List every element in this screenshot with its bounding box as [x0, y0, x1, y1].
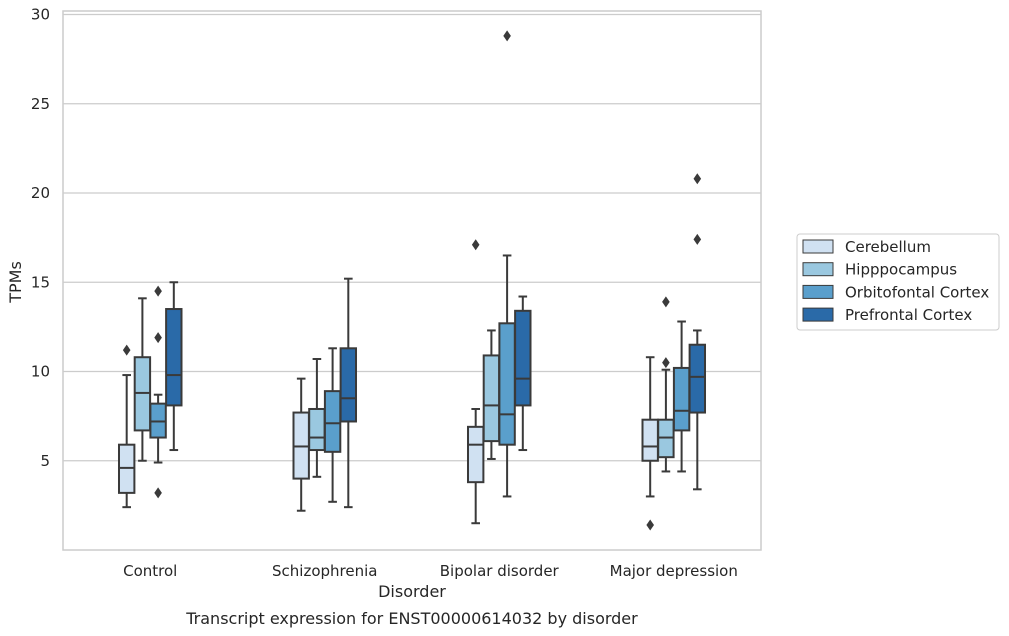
y-tick-label: 10 [31, 363, 50, 381]
x-tick-label: Major depression [610, 562, 738, 580]
box-body [641, 418, 659, 462]
outlier-point [662, 357, 670, 369]
legend-frame [796, 233, 1000, 331]
outlier-point [471, 239, 480, 251]
x-tick-labels: Control Schizophrenia Bipolar disorder Majo… [123, 562, 738, 580]
legend-label: Prefrontal Cortex [845, 306, 972, 324]
y-tick-label: 5 [40, 452, 50, 470]
box-0-3 [641, 356, 659, 531]
box-body [165, 308, 183, 407]
legend-swatch [802, 307, 834, 322]
box-body [482, 354, 501, 443]
legend-swatch [802, 239, 834, 254]
box-2-1 [323, 347, 342, 503]
outlier-point [646, 519, 654, 531]
outlier-point [693, 173, 702, 185]
box-0-2 [466, 239, 485, 525]
legend: Cerebellum Hipppocampus Orbitofontal Corte… [796, 233, 1000, 331]
box-3-1 [339, 277, 358, 509]
box-body [498, 322, 516, 446]
legend-swatch [802, 262, 834, 277]
box-body [339, 347, 358, 423]
legend-swatch [802, 284, 834, 299]
y-tick-label: 20 [31, 184, 50, 202]
y-axis-label: TPMs [6, 261, 25, 304]
outlier-point [154, 285, 162, 297]
x-tick-label: Control [123, 562, 177, 580]
boxes-layer [117, 30, 707, 531]
outlier-point [154, 487, 162, 499]
box-2-0 [149, 285, 167, 499]
chart-caption: Transcript expression for ENST0000061403… [185, 609, 638, 628]
box-1-0 [133, 297, 152, 462]
outlier-point [122, 344, 131, 356]
box-2-2 [498, 30, 516, 498]
box-1-1 [308, 358, 326, 478]
x-tick-label: Bipolar disorder [440, 562, 560, 580]
box-1-2 [482, 329, 501, 460]
x-axis-label: Disorder [378, 582, 446, 601]
box-body [672, 366, 691, 432]
box-0-1 [292, 377, 310, 512]
box-2-3 [672, 320, 691, 473]
box-3-3 [688, 173, 707, 491]
box-body [514, 309, 532, 407]
outlier-point [154, 332, 162, 344]
legend-label: Orbitofontal Cortex [845, 283, 989, 301]
box-body [308, 407, 326, 452]
y-tick-labels: 5 10 15 20 25 30 [31, 6, 50, 470]
box-0-0 [117, 344, 136, 509]
y-tick-label: 25 [31, 95, 50, 113]
outlier-point [693, 233, 702, 245]
box-1-3 [657, 296, 675, 473]
x-tick-label: Schizophrenia [272, 562, 377, 580]
box-3-0 [165, 281, 183, 452]
plot-area-frame [62, 10, 762, 551]
y-tick-label: 30 [31, 6, 50, 24]
box-body [466, 425, 485, 484]
outlier-point [503, 30, 511, 42]
legend-label: Hipppocampus [845, 261, 957, 279]
box-3-2 [514, 295, 532, 452]
y-tick-label: 15 [31, 273, 50, 291]
legend-label: Cerebellum [845, 238, 931, 256]
outlier-point [662, 296, 670, 308]
box-body [688, 343, 707, 414]
box-body [323, 390, 342, 453]
